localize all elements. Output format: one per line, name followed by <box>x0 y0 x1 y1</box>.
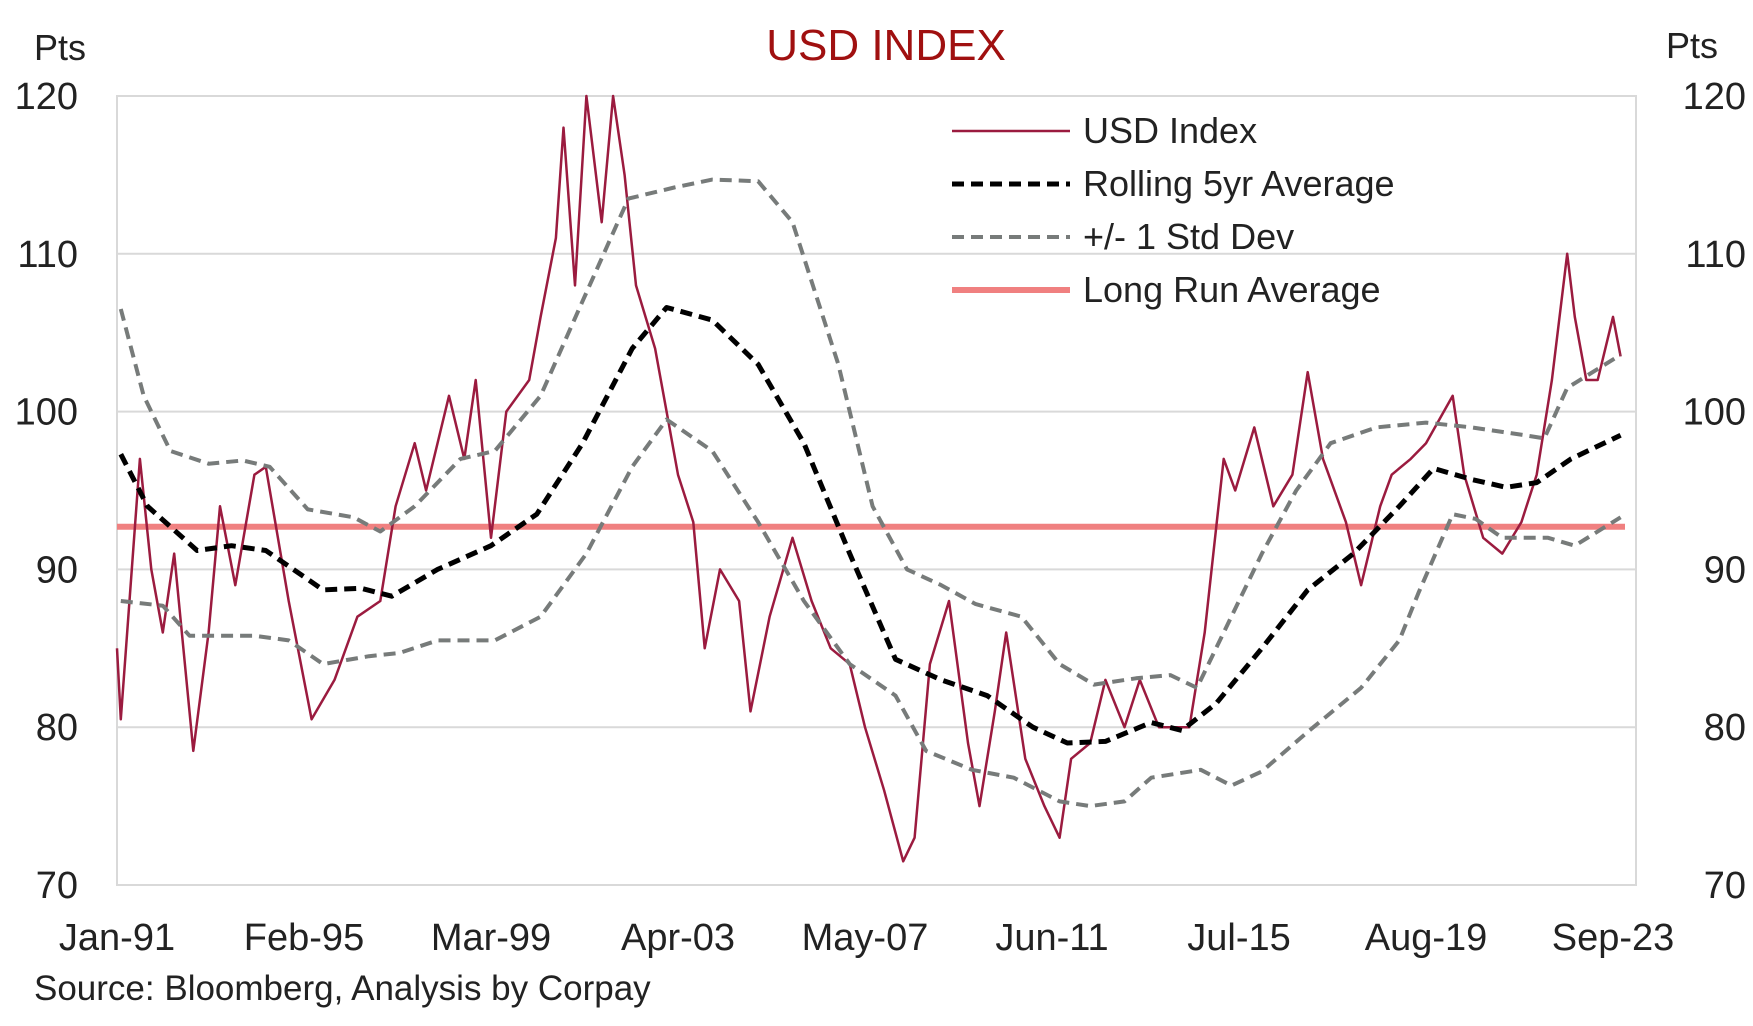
legend-label: USD Index <box>1083 110 1257 151</box>
y-tick-label-right: 120 <box>1683 76 1746 118</box>
x-tick-label: Apr-03 <box>621 917 735 959</box>
x-axis-ticks: Jan-91 Feb-95 Mar-99 Apr-03 May-07 Jun-11 Jul-… <box>59 917 1674 959</box>
x-tick-label: Jan-91 <box>59 917 175 959</box>
y-tick-label-left: 70 <box>36 865 78 907</box>
y-axis-label-left: Pts <box>34 27 86 68</box>
source-note: Source: Bloomberg, Analysis by Corpay <box>34 969 651 1008</box>
legend: USD Index Rolling 5yr Average +/- 1 Std De… <box>952 110 1395 310</box>
y-tick-label-right: 110 <box>1685 234 1746 276</box>
y-tick-label-left: 100 <box>15 392 78 434</box>
chart-title: USD INDEX <box>766 21 1006 70</box>
y-tick-label-left: 120 <box>15 76 78 118</box>
legend-label: Rolling 5yr Average <box>1083 163 1395 204</box>
y-tick-label-right: 90 <box>1704 549 1746 591</box>
x-tick-label: Feb-95 <box>244 917 364 959</box>
x-tick-label: Jul-15 <box>1187 917 1291 959</box>
series-line-usd-index <box>115 94 1622 863</box>
y-axis-label-right: Pts <box>1666 25 1718 66</box>
series-line--1-std-dev <box>118 177 1622 690</box>
x-tick-label: Jun-11 <box>995 917 1108 959</box>
x-tick-label: May-07 <box>802 917 929 959</box>
x-tick-label: Sep-23 <box>1552 917 1675 959</box>
series-line-rolling-5yr-average <box>118 305 1622 746</box>
y-tick-label-right: 70 <box>1704 865 1746 907</box>
y-tick-label-right: 100 <box>1683 392 1746 434</box>
legend-label: Long Run Average <box>1083 269 1381 310</box>
y-tick-label-left: 90 <box>36 549 78 591</box>
x-tick-label: Mar-99 <box>431 917 551 959</box>
y-tick-label-right: 80 <box>1704 707 1746 749</box>
series-lines <box>115 94 1625 863</box>
x-tick-label: Aug-19 <box>1365 917 1488 959</box>
legend-label: +/- 1 Std Dev <box>1083 216 1294 257</box>
series-line--1-std-dev-lower- <box>120 417 1622 809</box>
y-tick-label-left: 80 <box>36 707 78 749</box>
plot-area-border <box>116 95 1637 886</box>
y-tick-label-left: 110 <box>17 234 78 276</box>
y-axis-ticks: 70 70 80 80 90 90 100 100 110 110 120 120 <box>15 76 1746 907</box>
